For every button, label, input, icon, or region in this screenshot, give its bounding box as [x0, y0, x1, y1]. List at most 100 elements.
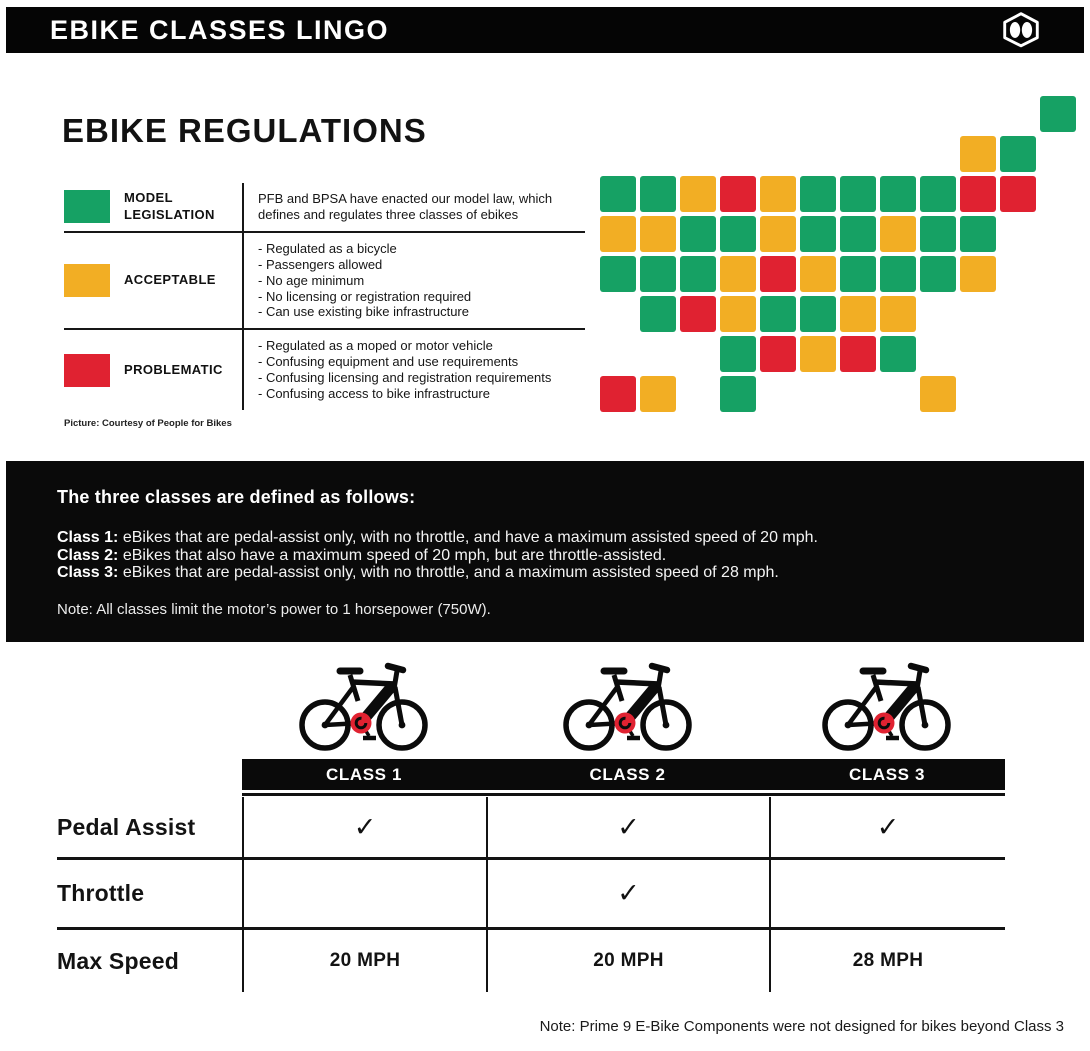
state-tile-NY [920, 176, 956, 212]
comparison-table: Pedal Assist ✓ ✓ ✓ Throttle ✓ Max Speed 20 MPH 2… [57, 797, 1005, 992]
state-tile-WY [680, 216, 716, 252]
state-tile-IA [760, 216, 796, 252]
bike-icons-row [242, 652, 1005, 755]
classes-note: Note: All classes limit the motor’s powe… [57, 600, 491, 618]
state-tile-LA [760, 336, 796, 372]
legend-swatch-model-legislation [64, 190, 110, 224]
state-tile-NH [1000, 136, 1036, 172]
state-tile-IN [800, 216, 836, 252]
state-tile-NE [720, 256, 756, 292]
state-tile-MS [800, 336, 836, 372]
legend-row-problematic: PROBLEMATIC - Regulated as a moped or mot… [64, 328, 585, 410]
state-tile-OR [600, 216, 636, 252]
state-tile-KS [720, 296, 756, 332]
state-tile-NV [640, 216, 676, 252]
state-tile-UT [640, 256, 676, 292]
motor-dot [350, 712, 372, 734]
state-tile-CA [600, 256, 636, 292]
regulations-legend: MODEL LEGISLATION PFB and BPSA have enact… [64, 183, 585, 429]
cell-max-speed-class-2: 20 MPH [486, 930, 769, 992]
state-tile-NJ [920, 216, 956, 252]
cell-max-speed-class-3: 28 MPH [769, 930, 1005, 992]
state-tile-MA [960, 176, 996, 212]
row-label-max-speed: Max Speed [57, 947, 179, 974]
cell-throttle-class-2: ✓ [486, 860, 769, 930]
state-tile-FL [920, 376, 956, 412]
state-tile-ND [720, 176, 756, 212]
row-label-throttle: Throttle [57, 860, 242, 930]
state-tile-MI [880, 176, 916, 212]
state-tile-AR [760, 296, 796, 332]
cell-pedal-assist-class-3: ✓ [769, 797, 1005, 860]
class-definition-1: Class 1: eBikes that are pedal-assist on… [57, 529, 818, 546]
class-header-strip: CLASS 1 CLASS 2 CLASS 3 [242, 759, 1005, 790]
bike-icon-cell-class-2 [486, 652, 769, 755]
state-tile-CT [960, 216, 996, 252]
classes-panel: The three classes are defined as follows… [6, 461, 1084, 642]
header-bar: EBIKE CLASSES LINGO [6, 7, 1084, 53]
class-definition-2: Class 2: eBikes that also have a maximum… [57, 546, 667, 564]
cell-max-speed-class-1: 20 MPH [242, 930, 486, 992]
state-tile-VA [880, 256, 916, 292]
checkmark-icon: ✓ [876, 811, 900, 842]
footer-note: Note: Prime 9 E-Bike Components were not… [539, 1018, 1064, 1035]
row-label-pedal-assist: Pedal Assist [57, 797, 242, 860]
max-speed-value: 20 MPH [329, 950, 401, 971]
state-tile-CO [680, 256, 716, 292]
motor-dot [873, 712, 895, 734]
regulations-title: EBIKE REGULATIONS [62, 112, 427, 149]
us-states-map [600, 96, 1076, 412]
cell-pedal-assist-class-2: ✓ [486, 797, 769, 860]
legend-label-model-legislation: MODEL LEGISLATION [124, 190, 215, 222]
state-tile-MT [680, 176, 716, 212]
strip-underline [242, 793, 1005, 796]
state-tile-ID [640, 176, 676, 212]
legend-description-acceptable: - Regulated as a bicycle - Passengers all… [242, 232, 585, 329]
cell-pedal-assist-class-1: ✓ [242, 797, 486, 860]
bike-icon-cell-class-1 [242, 652, 486, 755]
state-tile-IL [800, 176, 836, 212]
ebike-icon [299, 662, 428, 751]
classes-heading: The three classes are defined as follows… [57, 487, 416, 507]
ebike-icon [822, 662, 951, 751]
state-tile-SD [720, 216, 756, 252]
state-tile-OK [720, 336, 756, 372]
state-tile-SC [880, 296, 916, 332]
state-tile-KY [800, 256, 836, 292]
checkmark-icon: ✓ [353, 811, 377, 842]
legend-swatch-problematic [64, 353, 110, 387]
class-header-1: CLASS 1 [326, 764, 402, 784]
state-tile-MO [760, 256, 796, 292]
legend-label-acceptable: ACCEPTABLE [124, 272, 216, 288]
legend-label-problematic: PROBLEMATIC [124, 361, 223, 377]
max-speed-value: 20 MPH [593, 950, 664, 971]
state-tile-RI [1000, 176, 1036, 212]
class-definitions: Class 1: eBikes that are pedal-assist on… [57, 529, 1044, 582]
class-definition-3: Class 3: eBikes that are pedal-assist on… [57, 564, 779, 582]
legend-description-model-legislation: PFB and BPSA have enacted our model law,… [242, 183, 585, 231]
state-tile-NC [840, 296, 876, 332]
state-tile-MD [920, 256, 956, 292]
class-header-2: CLASS 2 [589, 764, 666, 784]
legend-description-problematic: - Regulated as a moped or motor vehicle -… [242, 330, 585, 410]
state-tile-WV [840, 256, 876, 292]
state-tile-AK [600, 376, 636, 412]
state-tile-NM [680, 296, 716, 332]
box-components-logo-icon [1000, 11, 1084, 49]
legend-row-acceptable: ACCEPTABLE - Regulated as a bicycle - Pass… [64, 230, 585, 329]
state-tile-WI [840, 176, 876, 212]
page-title: EBIKE CLASSES LINGO [50, 14, 390, 45]
state-tile-GA [880, 336, 916, 372]
checkmark-icon: ✓ [617, 878, 640, 908]
motor-dot [614, 712, 635, 734]
state-tile-ME [1040, 96, 1076, 132]
state-tile-MN [760, 176, 796, 212]
cell-throttle-class-1 [242, 860, 486, 930]
cell-throttle-class-3 [769, 860, 1005, 930]
state-tile-WA [600, 176, 636, 212]
state-tile-TN [800, 296, 836, 332]
map-credit-caption: Picture: Courtesy of People for Bikes [64, 417, 232, 429]
legend-swatch-acceptable [64, 264, 110, 298]
legend-row-model-legislation: MODEL LEGISLATION PFB and BPSA have enact… [64, 183, 585, 231]
